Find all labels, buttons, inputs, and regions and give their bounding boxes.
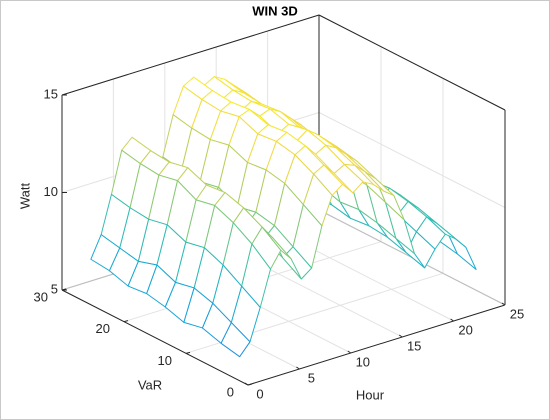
grid-line (318, 112, 506, 208)
y-tick-label: 10 (158, 353, 172, 368)
x-tick-label: 20 (458, 322, 472, 337)
y-tick-label: 20 (96, 321, 110, 336)
z-axis-label: Watt (17, 182, 32, 209)
x-tick (244, 382, 249, 386)
z-tick-label: 5 (51, 281, 58, 296)
chart-title: WIN 3D (252, 3, 298, 18)
x-tick (296, 366, 300, 370)
y-tick (61, 288, 67, 291)
x-tick (347, 350, 352, 354)
y-axis-label: VaR (138, 377, 162, 392)
z-tick-label: 15 (44, 86, 58, 101)
z-tick-label: 10 (44, 184, 58, 199)
axis-edge (247, 304, 506, 386)
x-tick (398, 334, 403, 338)
x-tick-label: 25 (510, 306, 524, 321)
y-tick (185, 351, 191, 354)
y-tick (123, 320, 129, 323)
mesh-face (220, 322, 251, 358)
x-axis-label: Hour (356, 387, 385, 402)
y-tick-label: 30 (34, 289, 48, 304)
y-tick (247, 383, 253, 386)
labels: WIN 3D Hour VaR Watt 5 10 15 0 5 10 15 20 25 0 10 2… (17, 3, 524, 402)
mesh (90, 76, 477, 358)
x-tick-label: 15 (407, 338, 421, 353)
x-tick-label: 0 (256, 386, 263, 401)
x-tick (501, 302, 506, 306)
x-tick-label: 5 (308, 370, 315, 385)
x-tick (450, 318, 454, 322)
x-tick-label: 10 (356, 354, 370, 369)
axis-edge (61, 289, 249, 386)
y-tick-label: 0 (227, 384, 234, 399)
axis-edge (318, 14, 506, 111)
axis-edge (61, 14, 320, 96)
